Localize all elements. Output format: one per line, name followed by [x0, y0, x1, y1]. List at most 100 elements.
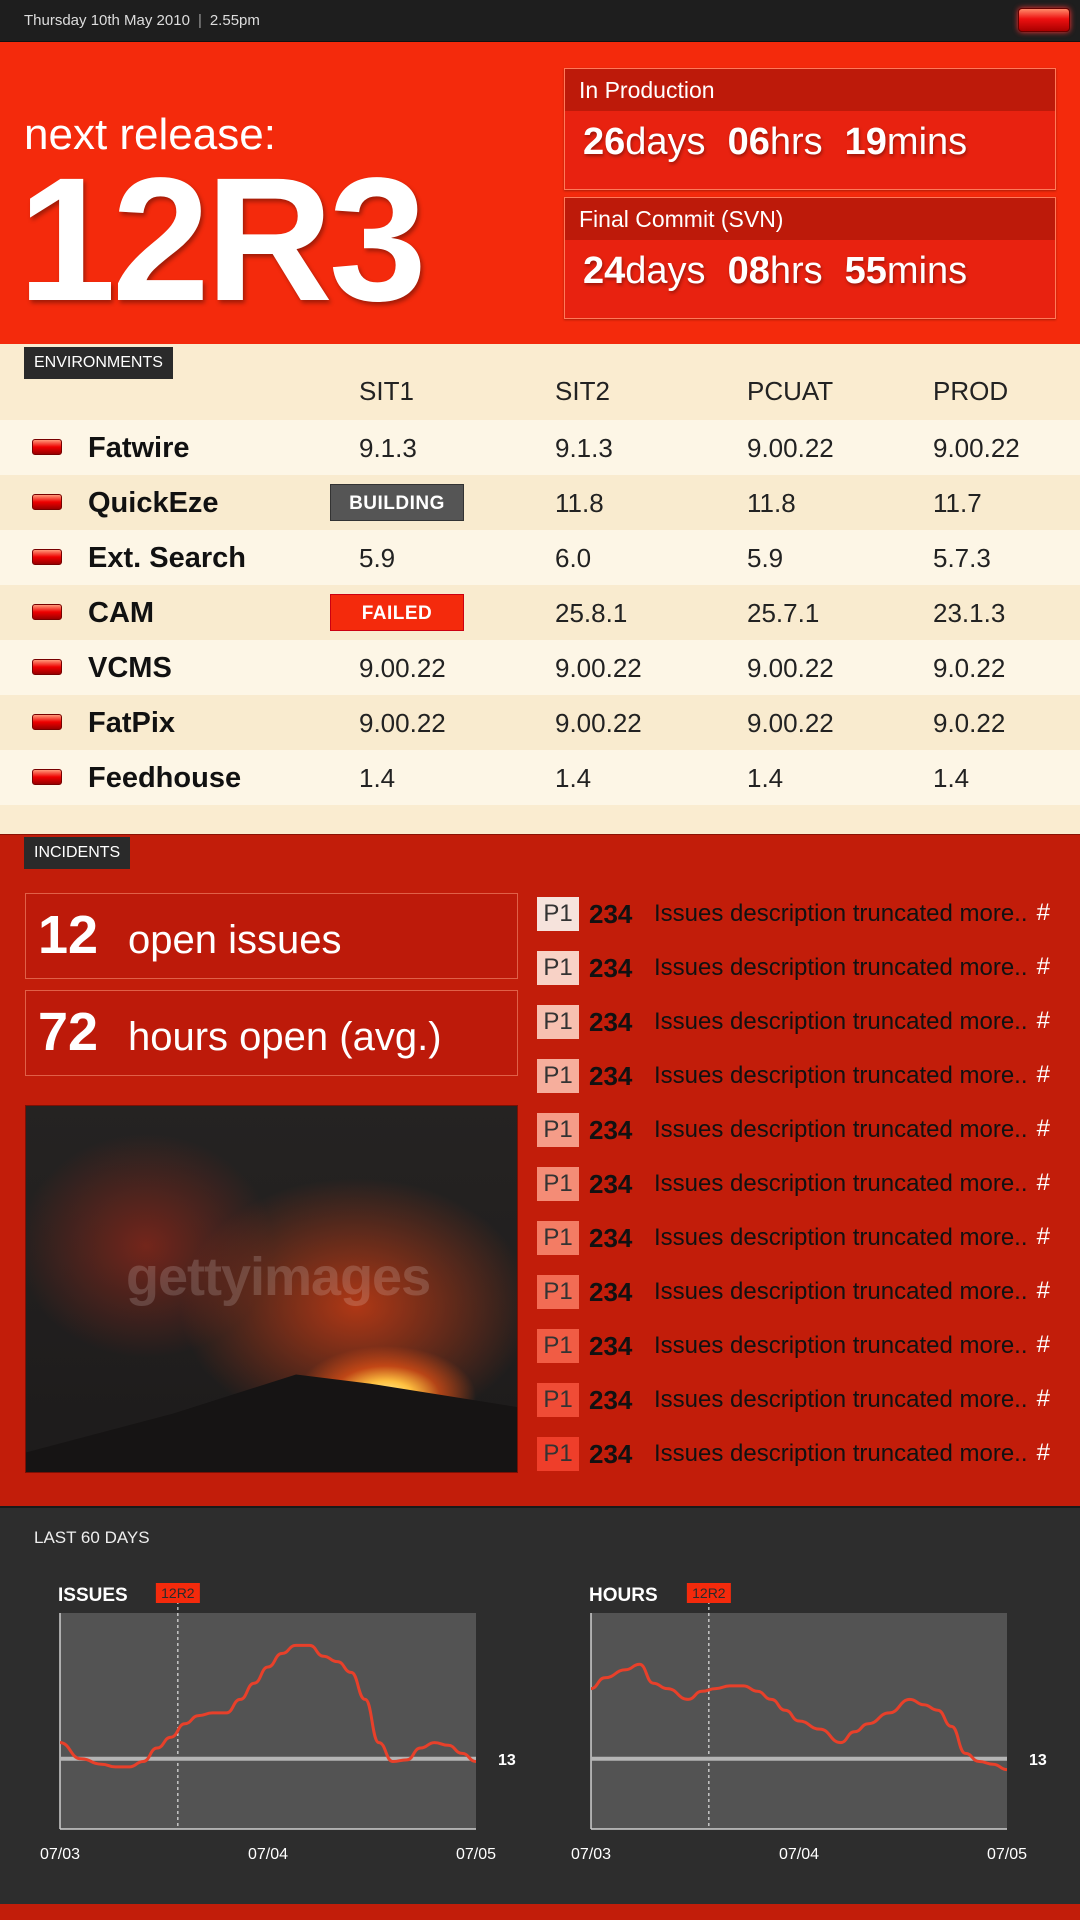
env-row-cam: CAM FAILED 25.8.1 25.7.1 23.1.3 — [0, 585, 1080, 640]
release-hero: next release: 12R3 In Production 26days 0… — [0, 42, 1080, 344]
issue-id: 234 — [589, 1115, 633, 1145]
issue-description: Issues description truncated more.. — [654, 1332, 1028, 1359]
issue-row: P1 234 Issues description truncated more..… — [537, 1273, 1057, 1311]
issue-id: 234 — [589, 1385, 633, 1415]
env-name: Feedhouse — [88, 762, 242, 794]
env-value-sit2: 9.00.22 — [555, 708, 642, 738]
chart-title: HOURS — [589, 1585, 658, 1606]
date-separator: | — [197, 12, 202, 29]
chart-title: ISSUES — [58, 1585, 128, 1606]
status-light-icon — [32, 714, 62, 730]
priority-badge: P1 — [537, 1005, 579, 1039]
env-name: FatPix — [88, 707, 176, 739]
open-issues-label: open issues — [128, 918, 342, 962]
env-name: QuickEze — [88, 487, 219, 519]
issue-link[interactable]: # — [1036, 1331, 1050, 1358]
column-header-sit2: SIT2 — [555, 376, 610, 406]
priority-badge: P1 — [537, 951, 579, 985]
countdown-final-commit: Final Commit (SVN) 24days 08hrs 55mins — [564, 197, 1056, 319]
x-tick-label: 07/05 — [456, 1846, 496, 1863]
hours-open-count: 72 — [38, 1002, 99, 1062]
issue-description: Issues description truncated more.. — [654, 1062, 1028, 1089]
env-value-pcuat: 9.00.22 — [747, 433, 834, 463]
env-row-feedhouse: Feedhouse 1.4 1.4 1.4 1.4 — [0, 750, 1080, 805]
charts-section-title: LAST 60 DAYS — [34, 1528, 150, 1547]
issue-link[interactable]: # — [1036, 1277, 1050, 1304]
issue-row: P1 234 Issues description truncated more..… — [537, 895, 1057, 933]
mins-unit: mins — [886, 121, 968, 163]
issue-link[interactable]: # — [1036, 1439, 1050, 1466]
issue-link[interactable]: # — [1036, 1385, 1050, 1412]
env-value-sit2: 6.0 — [555, 543, 592, 573]
days-unit: days — [625, 250, 706, 292]
issue-description: Issues description truncated more.. — [654, 954, 1028, 981]
env-name: Fatwire — [88, 432, 190, 464]
env-value-pcuat: 11.8 — [747, 488, 796, 518]
building-badge: BUILDING — [330, 484, 464, 521]
issue-row: P1 234 Issues description truncated more..… — [537, 1435, 1057, 1473]
issue-description: Issues description truncated more.. — [654, 1170, 1028, 1197]
env-row-vcms: VCMS 9.00.22 9.00.22 9.00.22 9.0.22 — [0, 640, 1080, 695]
env-value-pcuat: 5.9 — [747, 543, 784, 573]
hours-unit: hrs — [769, 121, 823, 163]
column-header-pcuat: PCUAT — [747, 376, 834, 406]
priority-badge: P1 — [537, 1383, 579, 1417]
issue-id: 234 — [589, 1007, 633, 1037]
env-value-pcuat: 9.00.22 — [747, 653, 834, 683]
countdown-days: 26 — [583, 121, 626, 163]
env-row-ext-search: Ext. Search 5.9 6.0 5.9 5.7.3 — [0, 530, 1080, 585]
status-light-icon — [32, 439, 62, 455]
bottom-bar — [0, 1904, 1080, 1920]
series-line — [590, 1662, 1008, 1772]
env-value-sit1: 9.00.22 — [359, 653, 446, 683]
hours-open-stat: 72 hours open (avg.) — [25, 990, 518, 1076]
plot-area — [60, 1613, 476, 1829]
issue-link[interactable]: # — [1036, 1169, 1050, 1196]
issue-link[interactable]: # — [1036, 1061, 1050, 1088]
series-line — [59, 1643, 477, 1769]
column-header-sit1: SIT1 — [359, 376, 414, 406]
issue-id: 234 — [589, 1169, 633, 1199]
issue-link[interactable]: # — [1036, 1223, 1050, 1250]
mins-unit: mins — [886, 250, 968, 292]
issue-row: P1 234 Issues description truncated more..… — [537, 1111, 1057, 1149]
issue-link[interactable]: # — [1036, 1115, 1050, 1142]
issue-description: Issues description truncated more.. — [654, 1224, 1028, 1251]
volcano-silhouette — [26, 1374, 517, 1472]
environments-tag: ENVIRONMENTS — [24, 347, 173, 379]
issue-id: 234 — [589, 1439, 633, 1469]
env-value-sit1: 9.1.3 — [359, 433, 417, 463]
incidents-tag: INCIDENTS — [24, 837, 131, 869]
countdown-hours: 06 — [727, 121, 770, 163]
issue-description: Issues description truncated more.. — [654, 1116, 1028, 1143]
issue-link[interactable]: # — [1036, 899, 1050, 926]
hours-unit: hrs — [769, 250, 823, 292]
date-time: Thursday 10th May 2010 | 2.55pm — [24, 12, 260, 29]
issues-chart: ISSUES 12R2 13 07/03 07/04 07/05 — [40, 1583, 516, 1863]
env-value-prod: 1.4 — [933, 763, 970, 793]
env-value-pcuat: 25.7.1 — [747, 598, 820, 628]
issue-description: Issues description truncated more.. — [654, 1008, 1028, 1035]
issue-row: P1 234 Issues description truncated more..… — [537, 949, 1057, 987]
issue-description: Issues description truncated more.. — [654, 1386, 1028, 1413]
issue-link[interactable]: # — [1036, 953, 1050, 980]
env-value-prod: 5.7.3 — [933, 543, 991, 573]
priority-badge: P1 — [537, 1167, 579, 1201]
issue-row: P1 234 Issues description truncated more..… — [537, 1057, 1057, 1095]
top-bar: Thursday 10th May 2010 | 2.55pm — [0, 0, 1080, 42]
x-tick-label: 07/04 — [779, 1846, 819, 1863]
failed-badge: FAILED — [330, 594, 464, 631]
issue-id: 234 — [589, 1061, 633, 1091]
issue-row: P1 234 Issues description truncated more..… — [537, 1219, 1057, 1257]
status-light-icon — [32, 494, 62, 510]
issue-id: 234 — [589, 1331, 633, 1361]
status-light-icon — [32, 659, 62, 675]
priority-badge: P1 — [537, 1275, 579, 1309]
countdown-days: 24 — [583, 250, 626, 292]
issue-link[interactable]: # — [1036, 1007, 1050, 1034]
env-row-quickeze: QuickEze BUILDING 11.8 11.8 11.7 — [0, 475, 1080, 530]
x-tick-label: 07/03 — [40, 1846, 80, 1863]
issue-row: P1 234 Issues description truncated more..… — [537, 1381, 1057, 1419]
x-tick-label: 07/04 — [248, 1846, 288, 1863]
priority-badge: P1 — [537, 1437, 579, 1471]
